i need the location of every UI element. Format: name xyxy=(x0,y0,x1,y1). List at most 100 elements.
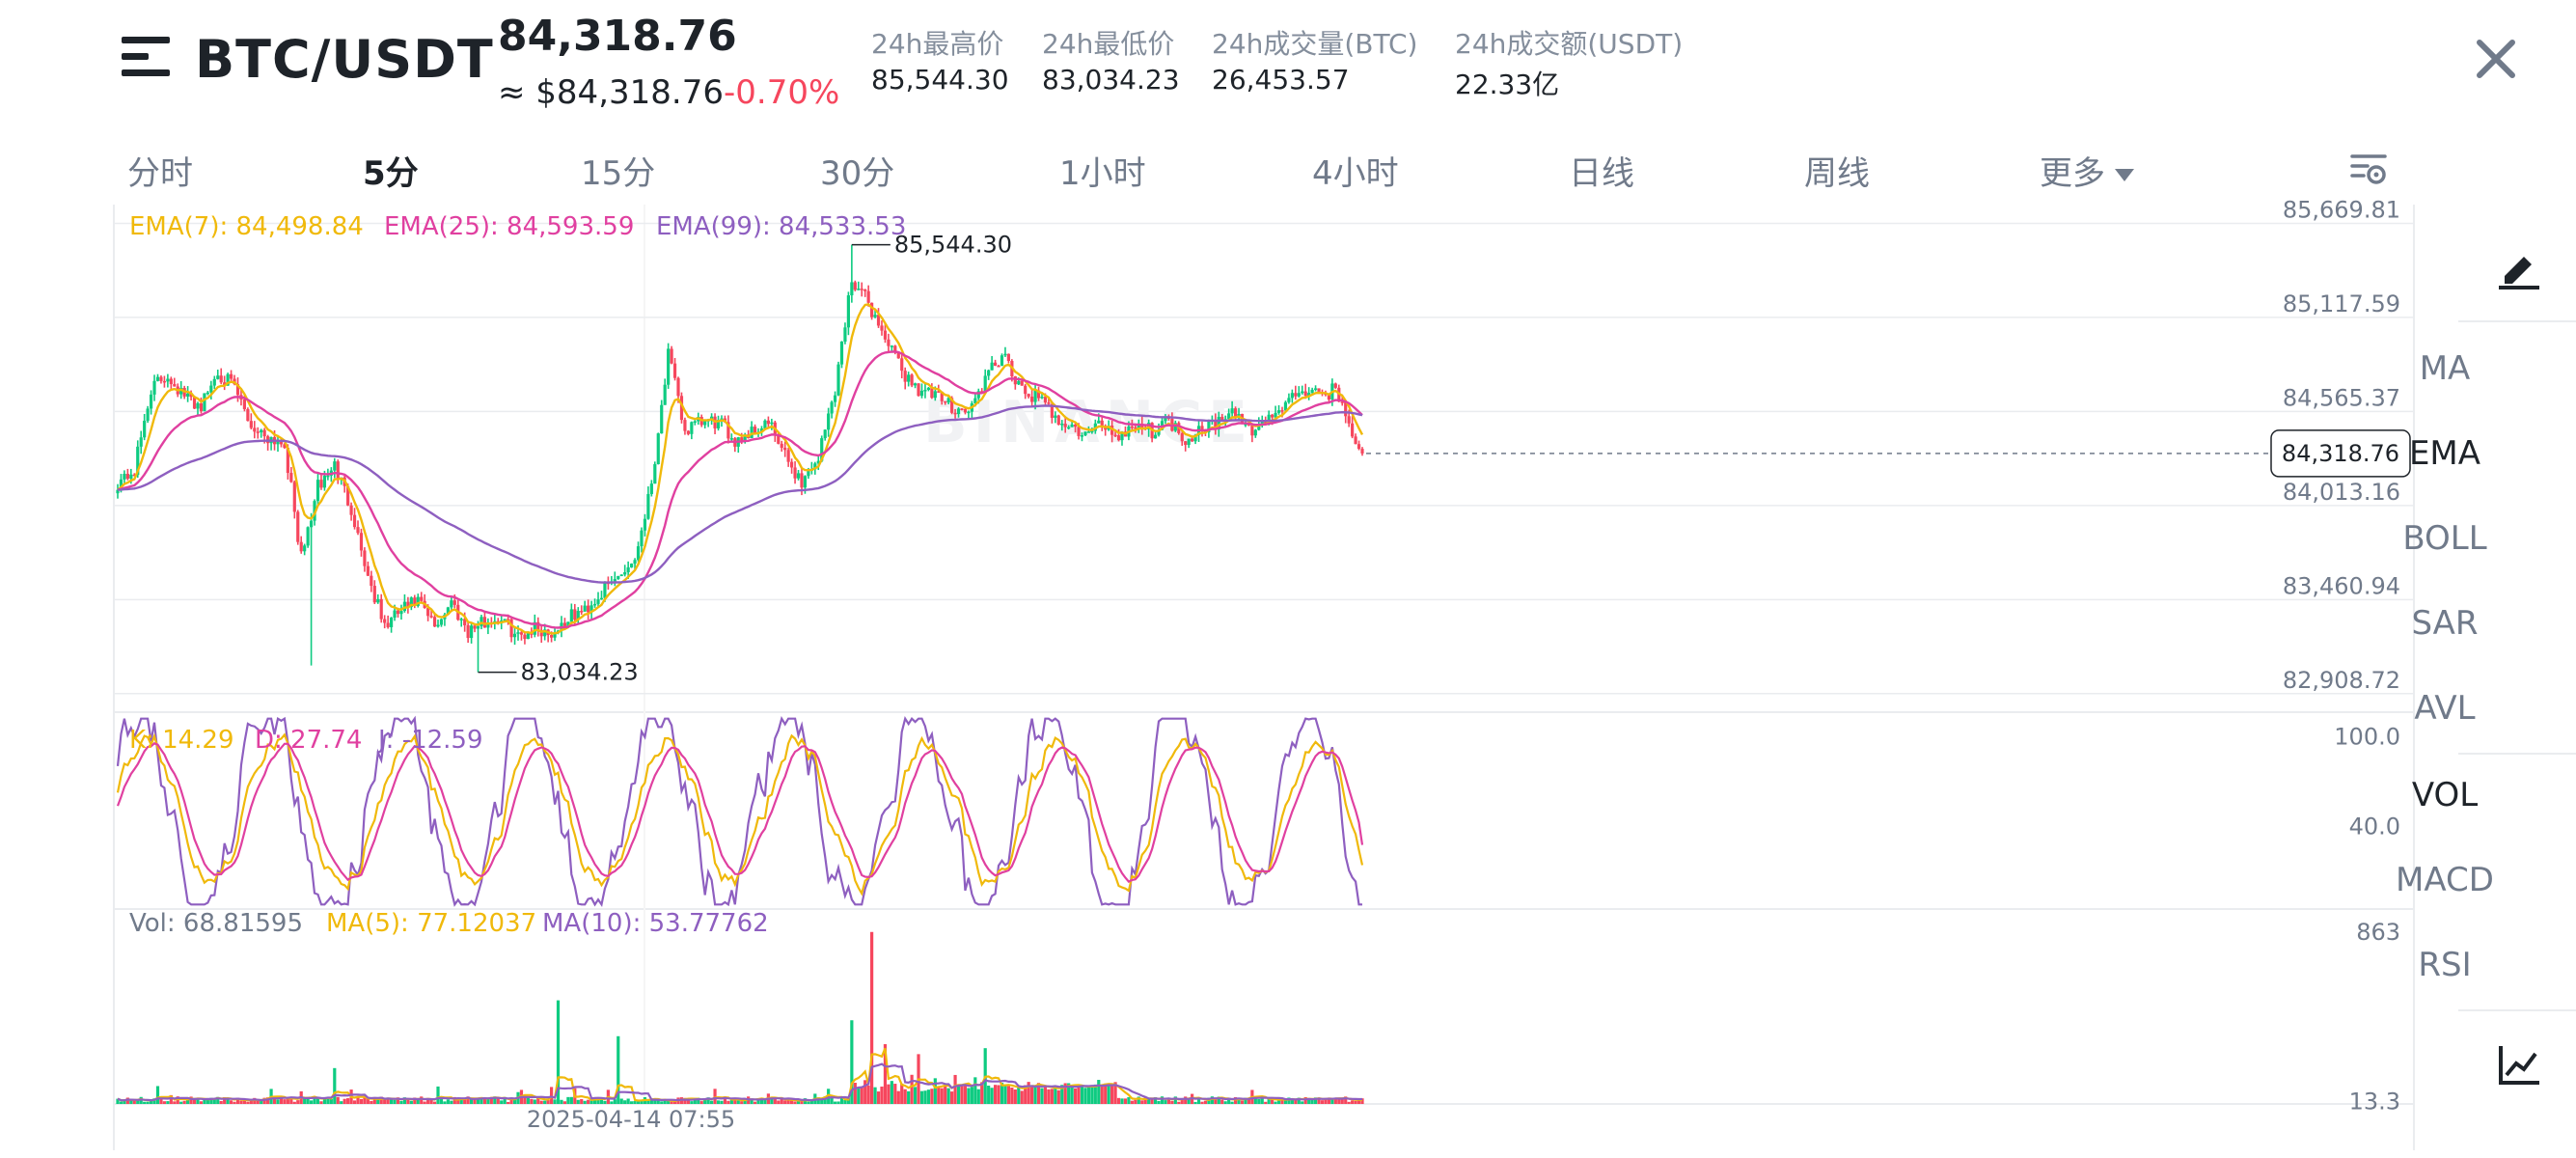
candle-body xyxy=(683,420,687,431)
candle-body xyxy=(1303,391,1307,397)
tab-timeframe-4h[interactable]: 4小时 xyxy=(1312,154,1399,193)
volume-bar xyxy=(423,1101,426,1104)
candle-body xyxy=(1244,424,1247,426)
trading-pair[interactable]: BTC/USDT xyxy=(195,29,494,90)
price-axis-label: 85,117.59 xyxy=(2283,290,2400,317)
tab-timeframe-5m[interactable]: 5分 xyxy=(363,154,419,193)
volume-bar xyxy=(1070,1086,1074,1104)
candle-body xyxy=(256,431,260,433)
volume-bar xyxy=(473,1099,477,1104)
volume-bar xyxy=(930,1089,934,1104)
candle-body xyxy=(192,397,197,409)
volume-bar xyxy=(580,1098,584,1104)
sidebar-divider xyxy=(2458,753,2576,755)
candle-body xyxy=(857,289,861,290)
volume-bar xyxy=(1294,1099,1298,1104)
candle-body xyxy=(283,444,287,448)
tab-timeframe-1h[interactable]: 1小时 xyxy=(1059,154,1146,193)
candle-body xyxy=(536,621,540,630)
price-axis-label: 84,013.16 xyxy=(2283,479,2400,506)
candle-body xyxy=(763,420,767,429)
volume-bar xyxy=(523,1096,527,1104)
candle-body xyxy=(703,420,707,426)
volume-bar xyxy=(326,1097,330,1104)
draw-tool-icon[interactable] xyxy=(2495,243,2543,291)
candle-body xyxy=(1000,355,1004,367)
volume-bar xyxy=(656,1100,660,1104)
volume-bar xyxy=(560,1099,563,1104)
candle-body xyxy=(803,476,808,488)
volume-bar xyxy=(1287,1097,1291,1104)
volume-bar xyxy=(1203,1100,1208,1104)
stat-label-volume-btc: 24h成交量(BTC) xyxy=(1212,28,1418,60)
volume-bar xyxy=(756,1098,760,1104)
volume-bar xyxy=(1043,1086,1048,1104)
candle-body xyxy=(1030,396,1034,402)
volume-bar xyxy=(1130,1100,1134,1104)
volume-bar xyxy=(1244,1097,1247,1104)
sidebar-item-sar[interactable]: SAR xyxy=(2411,604,2479,643)
candle-body xyxy=(116,489,120,494)
candle-body xyxy=(322,475,327,488)
tab-timeframe-more[interactable]: 更多 xyxy=(2040,147,2134,194)
candle-body xyxy=(907,374,911,382)
stat-value-low: 83,034.23 xyxy=(1042,64,1180,96)
sidebar-item-rsi[interactable]: RSI xyxy=(2418,946,2472,984)
volume-bar xyxy=(603,1100,607,1104)
tab-timeframe-1d[interactable]: 日线 xyxy=(1569,154,1634,193)
candle-body xyxy=(379,598,383,620)
tab-timeframe-15m[interactable]: 15分 xyxy=(581,154,656,193)
candle-body xyxy=(159,376,163,381)
volume-bar xyxy=(790,1100,794,1104)
tab-timeframe-1w[interactable]: 周线 xyxy=(1804,154,1870,193)
volume-bar xyxy=(266,1097,270,1104)
volume-bar xyxy=(1097,1080,1101,1104)
volume-bar xyxy=(1153,1097,1158,1104)
sidebar-item-macd[interactable]: MACD xyxy=(2396,861,2494,899)
tab-timeframe-30m[interactable]: 30分 xyxy=(820,154,895,193)
volume-bar xyxy=(1060,1085,1064,1104)
volume-bar xyxy=(773,1098,777,1104)
volume-bar xyxy=(827,1089,831,1104)
volume-bar xyxy=(910,1074,914,1104)
candle-body xyxy=(937,391,941,393)
volume-bar xyxy=(432,1101,437,1104)
candle-body xyxy=(1294,393,1298,397)
sidebar-item-boll[interactable]: BOLL xyxy=(2402,519,2487,558)
candle-body xyxy=(199,402,204,412)
tab-timeframe-line[interactable]: 分时 xyxy=(127,154,193,193)
sidebar-item-ema[interactable]: EMA xyxy=(2408,434,2481,473)
candle-body xyxy=(166,378,170,382)
volume-bar xyxy=(296,1100,300,1104)
volume-bar xyxy=(1063,1083,1067,1104)
volume-bar xyxy=(146,1101,150,1104)
candle-body xyxy=(1193,434,1197,442)
sidebar-item-avl[interactable]: AVL xyxy=(2414,689,2476,728)
candle-body xyxy=(656,433,660,465)
volume-bar xyxy=(1083,1088,1087,1104)
candle-body xyxy=(740,437,744,442)
volume-bar xyxy=(619,1098,623,1104)
sidebar-item-vol[interactable]: VOL xyxy=(2411,776,2479,814)
chart-settings-icon[interactable] xyxy=(2348,149,2389,189)
volume-bar xyxy=(125,1097,129,1104)
volume-bar xyxy=(116,1098,120,1104)
candle-body xyxy=(850,282,854,296)
candle-body xyxy=(436,624,440,627)
volume-bar xyxy=(379,1096,383,1104)
candle-body xyxy=(623,572,627,575)
volume-bar xyxy=(566,1096,570,1104)
candle-body xyxy=(125,474,129,480)
chart-trend-icon[interactable] xyxy=(2497,1042,2541,1087)
sidebar-item-ma[interactable]: MA xyxy=(2419,349,2471,388)
close-icon[interactable] xyxy=(2466,29,2526,89)
candle-body xyxy=(1080,435,1084,437)
menu-icon[interactable] xyxy=(122,37,170,77)
candle-body xyxy=(956,408,961,415)
candle-body xyxy=(646,493,650,519)
volume-bar xyxy=(489,1096,493,1104)
volume-bar xyxy=(770,1098,774,1104)
volume-bar xyxy=(169,1094,173,1104)
candle-body xyxy=(1283,401,1288,411)
